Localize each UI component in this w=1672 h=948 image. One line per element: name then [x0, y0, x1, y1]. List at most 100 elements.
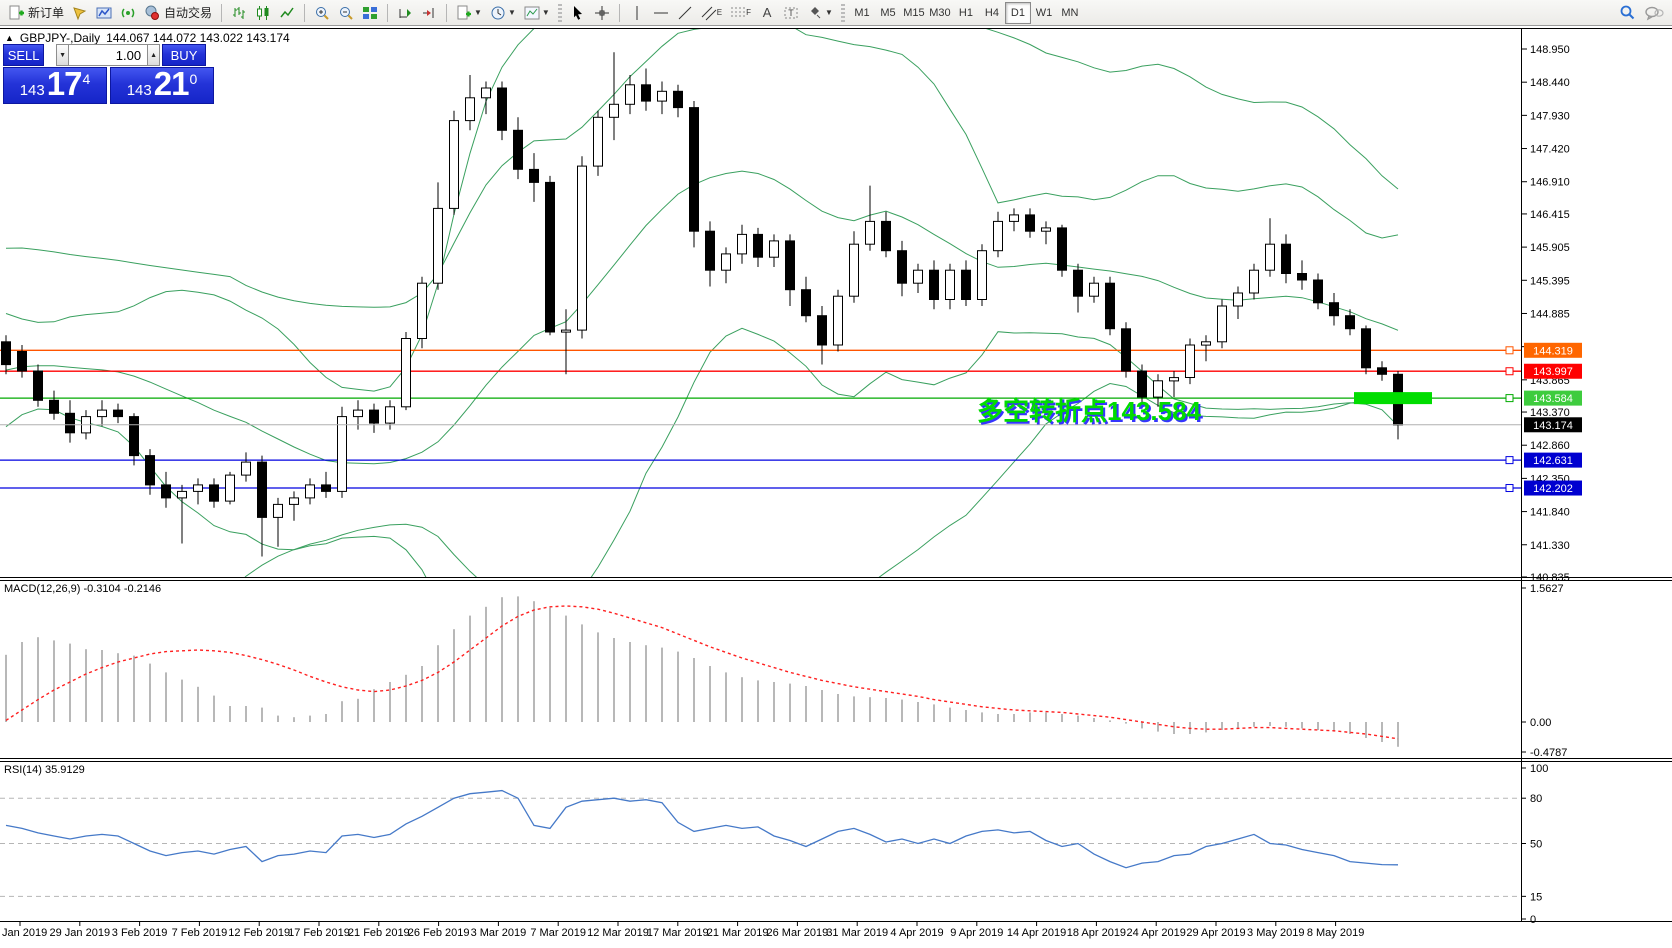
zoom-out-button[interactable]: [334, 2, 358, 24]
timeframe-H1[interactable]: H1: [958, 6, 973, 19]
volume-increase-button[interactable]: ▲: [147, 44, 161, 66]
horizontal-line-tool-button[interactable]: [649, 2, 673, 24]
date-label: 26 Mar 2019: [767, 927, 829, 939]
timeframe-M5[interactable]: M5: [880, 6, 896, 19]
hline-handle[interactable]: [1505, 484, 1514, 493]
timeframe-bar: M1 M5 M15 M30 H1 H4 D1 W1 MN: [849, 1, 1083, 24]
volume-decrease-button[interactable]: ▼: [56, 44, 70, 66]
candlestick-mode-button[interactable]: [251, 2, 275, 24]
fibonacci-tool-button[interactable]: F: [726, 2, 755, 24]
cursor-tool-button[interactable]: [566, 2, 590, 24]
line-chart-icon: [280, 7, 294, 17]
new-order-label: 新订单: [28, 6, 65, 20]
tile-windows-button[interactable]: [358, 2, 382, 24]
clock-icon: [491, 6, 505, 19]
signals-button[interactable]: [116, 2, 140, 24]
channel-tool-button[interactable]: E: [697, 2, 726, 24]
chart-shift-button[interactable]: [417, 2, 441, 24]
date-label: 4 Apr 2019: [890, 927, 943, 939]
yellow-tag-icon: [73, 6, 87, 20]
svg-text:143.865: 143.865: [1530, 375, 1570, 387]
pivot-highlight-rect[interactable]: [1354, 392, 1432, 405]
toolbar-drag-handle[interactable]: [840, 3, 845, 22]
hline-handle[interactable]: [1505, 346, 1514, 355]
candle: [785, 240, 795, 291]
macd-pane: [5, 596, 1399, 747]
timeframe-M30[interactable]: M30: [929, 6, 951, 19]
symbol-title: GBPJPY-,Daily: [19, 31, 101, 45]
chevron-down-icon: ▼: [541, 8, 550, 17]
bar-chart-mode-button[interactable]: [227, 2, 251, 24]
horizontal-line-icon: [653, 12, 668, 13]
community-chat-button[interactable]: [1640, 2, 1668, 24]
crosshair-icon: [594, 5, 609, 20]
hline-handle[interactable]: [1505, 367, 1514, 376]
candle: [81, 416, 91, 434]
sell-button[interactable]: SELL: [3, 44, 45, 66]
fibonacci-icon: [731, 7, 746, 16]
toolbar-drag-handle[interactable]: [557, 3, 562, 22]
candle: [1105, 282, 1115, 330]
trendline-tool-button[interactable]: [673, 2, 697, 24]
svg-text:144.885: 144.885: [1530, 308, 1570, 320]
svg-text:148.440: 148.440: [1530, 77, 1570, 89]
volume-input[interactable]: [69, 44, 148, 66]
rsi-indicator-label: RSI(14) 35.9129: [4, 764, 85, 776]
candle: [1073, 269, 1083, 297]
candle: [1377, 367, 1387, 375]
shapes-menu-button[interactable]: ▼: [803, 2, 837, 24]
text-label-tool-button[interactable]: T: [779, 2, 803, 24]
timeframe-H4[interactable]: H4: [984, 6, 999, 19]
crosshair-tool-button[interactable]: [590, 2, 614, 24]
timeframe-W1[interactable]: W1: [1035, 6, 1053, 19]
add-indicator-icon: [457, 5, 472, 19]
vertical-line-tool-button[interactable]: [625, 2, 649, 24]
text-tool-button[interactable]: A: [755, 2, 779, 24]
indicators-menu-button[interactable]: ▼: [452, 2, 486, 24]
periods-menu-button[interactable]: ▼: [486, 2, 520, 24]
line-chart-mode-button[interactable]: [275, 2, 299, 24]
date-label: 26 Feb 2019: [408, 927, 470, 939]
price-badge-143.174: [1524, 417, 1582, 433]
timeframe-MN[interactable]: MN: [1061, 6, 1079, 19]
date-label: 3 May 2019: [1247, 927, 1304, 939]
zoom-in-button[interactable]: [310, 2, 334, 24]
buy-button[interactable]: BUY: [162, 44, 206, 66]
candle: [97, 409, 107, 418]
marker-tool-button[interactable]: [68, 2, 92, 24]
new-order-icon: [9, 5, 24, 19]
buy-button-label: BUY: [170, 47, 198, 63]
auto-scroll-button[interactable]: [393, 2, 417, 24]
hline-handle[interactable]: [1505, 394, 1514, 403]
timeframe-D1[interactable]: D1: [1004, 1, 1031, 24]
svg-text:144.319: 144.319: [1533, 345, 1573, 357]
template-icon: [524, 6, 540, 19]
date-label: 21 Mar 2019: [707, 927, 769, 939]
candle: [1201, 341, 1211, 346]
candle: [145, 455, 155, 486]
signal-icon: [121, 8, 135, 17]
search-button[interactable]: [1615, 2, 1640, 24]
candle: [465, 97, 475, 122]
svg-text:0.00: 0.00: [1530, 717, 1551, 729]
timeframe-M15[interactable]: M15: [903, 6, 925, 19]
date-label: 7 Mar 2019: [530, 927, 586, 939]
sell-price-button[interactable]: 143 17 4: [3, 67, 107, 104]
buy-price-button[interactable]: 143 21 0: [110, 67, 214, 104]
candle: [1265, 243, 1275, 271]
svg-text:143.997: 143.997: [1533, 366, 1573, 378]
timeframe-M1[interactable]: M1: [854, 6, 870, 19]
hline-handle[interactable]: [1505, 456, 1514, 465]
market-watch-button[interactable]: [92, 2, 116, 24]
macd-indicator-label: MACD(12,26,9) -0.3104 -0.2146: [4, 583, 162, 595]
autotrading-button[interactable]: 自动交易: [140, 2, 216, 24]
sell-price-figure: 143: [19, 82, 45, 99]
svg-text:T: T: [788, 8, 794, 18]
rsi-pane: [0, 789, 1521, 897]
new-order-button[interactable]: 新订单: [4, 2, 68, 24]
collapse-icon[interactable]: ▲: [5, 33, 14, 43]
templates-menu-button[interactable]: ▼: [520, 2, 554, 24]
svg-text:148.950: 148.950: [1530, 44, 1570, 56]
